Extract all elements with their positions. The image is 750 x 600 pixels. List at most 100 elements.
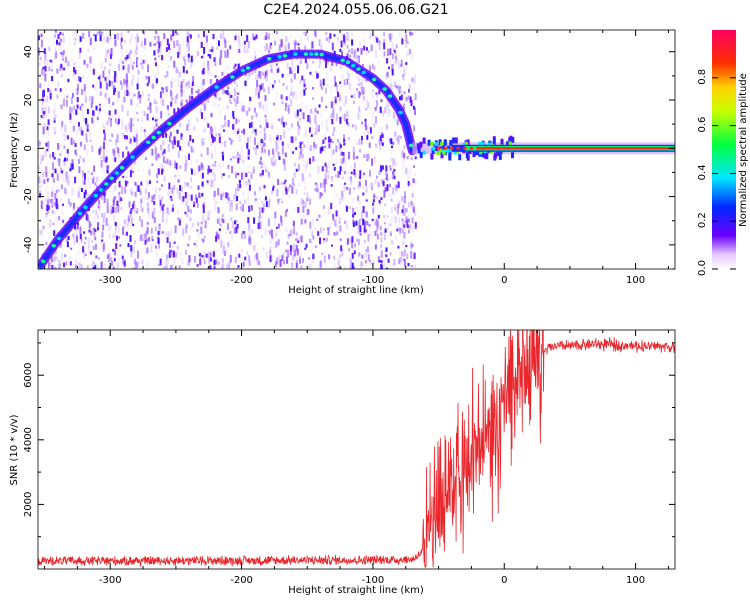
noise-cell xyxy=(219,57,222,65)
noise-cell xyxy=(130,192,133,196)
noise-cell xyxy=(302,214,305,219)
noise-cell xyxy=(64,254,67,257)
noise-cell xyxy=(410,250,413,259)
noise-cell xyxy=(108,117,110,122)
noise-cell xyxy=(274,41,277,46)
carrier-cell xyxy=(483,152,487,159)
noise-cell xyxy=(122,151,124,158)
noise-cell xyxy=(168,252,171,259)
noise-cell xyxy=(232,268,235,269)
noise-cell xyxy=(393,49,396,52)
noise-cell xyxy=(270,42,273,46)
noise-cell xyxy=(272,77,275,80)
noise-cell xyxy=(409,201,412,206)
noise-cell xyxy=(394,204,397,211)
noise-cell xyxy=(245,172,248,177)
noise-cell xyxy=(168,190,171,197)
noise-cell xyxy=(201,81,204,87)
noise-cell xyxy=(83,231,86,234)
noise-cell xyxy=(123,260,126,267)
noise-cell xyxy=(55,216,58,222)
noise-cell xyxy=(201,255,204,258)
noise-cell xyxy=(74,61,77,64)
noise-cell xyxy=(155,30,158,35)
noise-cell xyxy=(399,253,402,257)
noise-cell xyxy=(291,71,294,78)
noise-cell xyxy=(200,102,203,105)
noise-cell xyxy=(363,132,366,136)
carrier-cell xyxy=(488,142,492,147)
carrier-cell xyxy=(511,152,514,159)
noise-cell xyxy=(186,70,188,74)
noise-cell xyxy=(129,49,132,54)
noise-cell xyxy=(395,184,398,190)
noise-cell xyxy=(203,230,206,239)
noise-cell xyxy=(385,165,388,172)
carrier-cell xyxy=(465,152,469,159)
noise-cell xyxy=(95,210,98,216)
noise-cell xyxy=(148,236,150,242)
noise-cell xyxy=(298,46,300,53)
noise-cell xyxy=(74,96,77,100)
noise-cell xyxy=(154,153,157,158)
noise-cell xyxy=(410,240,413,245)
noise-cell xyxy=(398,96,401,99)
noise-cell xyxy=(317,231,320,236)
noise-cell xyxy=(364,260,367,264)
noise-cell xyxy=(356,90,359,95)
noise-cell xyxy=(411,52,413,60)
noise-cell xyxy=(242,81,245,85)
noise-cell xyxy=(294,207,297,212)
noise-cell xyxy=(222,258,224,264)
noise-cell xyxy=(86,124,89,130)
noise-cell xyxy=(46,178,49,182)
noise-cell xyxy=(311,112,314,115)
noise-cell xyxy=(343,113,346,122)
noise-cell xyxy=(357,47,359,52)
noise-cell xyxy=(108,249,111,254)
noise-cell xyxy=(300,235,303,243)
noise-cell xyxy=(117,262,119,269)
noise-cell xyxy=(263,127,266,133)
noise-cell xyxy=(248,226,251,234)
noise-cell xyxy=(329,138,332,143)
noise-cell xyxy=(111,154,114,162)
noise-cell xyxy=(160,60,163,64)
noise-cell xyxy=(184,203,187,209)
noise-cell xyxy=(233,129,236,133)
noise-cell xyxy=(81,89,83,95)
noise-cell xyxy=(402,74,405,77)
noise-cell xyxy=(80,263,83,269)
noise-cell xyxy=(313,141,316,148)
noise-cell xyxy=(42,114,45,119)
noise-cell xyxy=(62,203,64,206)
noise-cell xyxy=(196,264,199,267)
noise-cell xyxy=(52,152,55,158)
noise-cell xyxy=(327,227,329,230)
noise-cell xyxy=(214,203,217,211)
noise-cell xyxy=(258,71,261,77)
noise-cell xyxy=(382,231,385,238)
noise-cell xyxy=(140,41,143,48)
noise-cell xyxy=(230,102,233,104)
noise-cell xyxy=(47,205,50,211)
noise-cell xyxy=(327,60,330,63)
noise-cell xyxy=(325,118,328,127)
noise-cell xyxy=(253,146,256,151)
noise-cell xyxy=(308,115,311,122)
noise-cell xyxy=(202,71,205,75)
noise-cell xyxy=(332,97,335,101)
noise-cell xyxy=(314,122,317,125)
noise-cell xyxy=(148,192,150,199)
noise-cell xyxy=(78,126,81,132)
noise-cell xyxy=(98,108,101,112)
noise-cell xyxy=(61,253,64,261)
noise-cell xyxy=(374,107,377,112)
noise-cell xyxy=(293,73,296,80)
noise-cell xyxy=(384,228,387,233)
carrier-peak xyxy=(482,146,487,150)
noise-cell xyxy=(209,78,212,84)
noise-cell xyxy=(385,170,388,176)
noise-cell xyxy=(87,214,90,222)
noise-cell xyxy=(107,76,110,81)
